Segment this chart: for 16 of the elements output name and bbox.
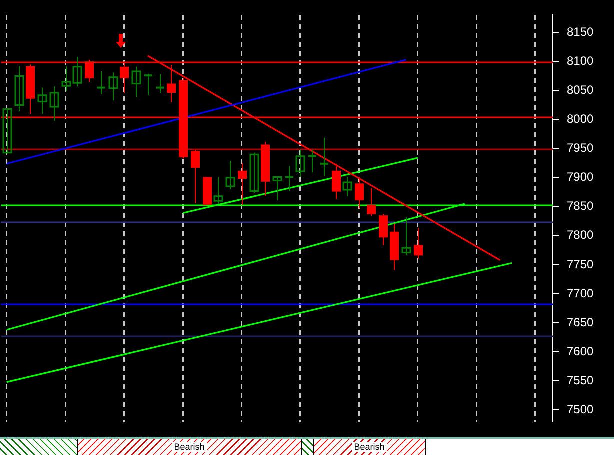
y-tick-label: 7850 — [567, 199, 594, 214]
y-tick-label: 7750 — [567, 257, 594, 272]
y-tick-label: 8150 — [567, 24, 594, 39]
y-tick-label: 7600 — [567, 344, 594, 358]
y-tick-label: 7950 — [567, 141, 594, 156]
y-tick-label: 8050 — [567, 83, 594, 98]
y-tick-label: 7800 — [567, 228, 594, 242]
hatched-segment: Bearish — [314, 439, 426, 455]
y-tick-label: 7500 — [567, 402, 594, 416]
y-tick-label: 7650 — [567, 315, 594, 330]
hatched-segment: Bearish — [78, 439, 302, 455]
y-tick-label: 8100 — [567, 54, 594, 68]
y-tick-label: 7550 — [567, 373, 594, 388]
y-tick-label: 7700 — [567, 286, 594, 300]
y-tick-label: 7900 — [567, 170, 594, 184]
y-tick-label: 8000 — [567, 112, 594, 126]
